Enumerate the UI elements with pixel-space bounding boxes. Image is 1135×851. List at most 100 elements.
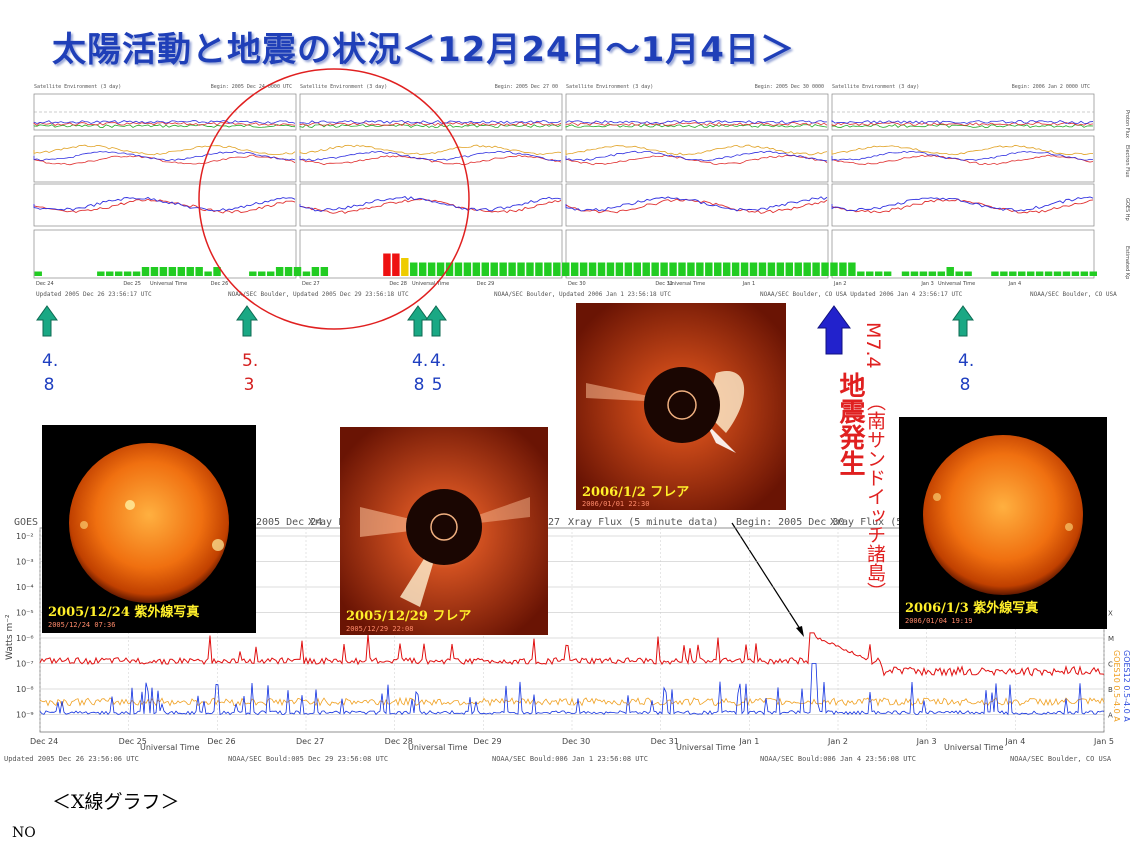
xray-date-tick: Dec 30 bbox=[562, 737, 590, 746]
xray-ytick: 10⁻⁷ bbox=[16, 660, 34, 669]
kp-bar bbox=[857, 271, 865, 276]
kp-bar bbox=[168, 267, 177, 276]
sun-uv-image bbox=[69, 443, 229, 603]
xray-date-tick: Jan 3 bbox=[916, 737, 937, 746]
satellite-panel-title: Satellite Environment (3 day) bbox=[566, 84, 654, 90]
xray-date-tick: Dec 24 bbox=[30, 737, 58, 746]
kp-bar bbox=[1071, 271, 1080, 276]
xray-goes12-short-channel bbox=[39, 663, 1105, 716]
kp-bar bbox=[901, 271, 910, 276]
satellite-plot-frame bbox=[565, 229, 829, 279]
kp-bar bbox=[785, 262, 793, 276]
kp-bar bbox=[1089, 271, 1097, 276]
satellite-date-tick: Jan 2 bbox=[833, 281, 846, 287]
coronagraph-image bbox=[576, 303, 786, 510]
kp-bar bbox=[642, 262, 650, 276]
kp-bar bbox=[141, 267, 150, 276]
kp-bar bbox=[767, 262, 776, 276]
magnitude-label: 4.8 bbox=[404, 349, 434, 397]
kp-bar bbox=[794, 262, 802, 276]
satellite-panel-title: Satellite Environment (3 day) bbox=[832, 84, 920, 90]
xray-class-letter: X bbox=[1108, 610, 1113, 618]
xray-header: Xray Flux (5 minute data) bbox=[568, 517, 719, 528]
kp-bar bbox=[1009, 271, 1017, 276]
xray-footer: Updated 2005 Dec 26 23:56:06 UTC bbox=[4, 755, 139, 763]
kp-bar bbox=[106, 271, 114, 276]
kp-bar bbox=[964, 271, 972, 276]
xray-date-tick: Jan 2 bbox=[827, 737, 848, 746]
proton-flux-axis-label: Proton Flux bbox=[1124, 110, 1130, 138]
kp-bar bbox=[955, 271, 963, 276]
kp-bar bbox=[1062, 271, 1071, 276]
satellite-panel-4: Satellite Environment (3 day) Begin: 2006… bbox=[828, 84, 1094, 298]
proton-flux-line bbox=[565, 124, 828, 128]
electron-flux-line bbox=[565, 150, 828, 162]
goes-hp-axis-label: GOES Hp bbox=[1124, 198, 1130, 221]
xray-class-letter: B bbox=[1108, 686, 1113, 694]
kp-bar bbox=[579, 262, 588, 276]
photo-caption: 2005/12/24 紫外線写真 bbox=[48, 605, 200, 620]
xray-ytick: 10⁻⁶ bbox=[16, 634, 34, 643]
kp-bar bbox=[866, 271, 874, 276]
kp-bar bbox=[570, 262, 579, 276]
kp-bar bbox=[839, 262, 847, 276]
coronagraph-image bbox=[340, 427, 548, 635]
xray-ytick: 10⁻⁵ bbox=[16, 609, 34, 618]
magnitude-label: 4.5 bbox=[422, 349, 452, 397]
proton-flux-line bbox=[565, 120, 828, 124]
kp-bar bbox=[597, 262, 606, 276]
electron-flux-line bbox=[565, 144, 828, 156]
xray-universal-time-label: Universal Time bbox=[944, 743, 1004, 752]
xray-footer: NOAA/SEC Bould:006 Jan 1 23:56:08 UTC bbox=[492, 755, 648, 763]
kp-bar bbox=[928, 271, 937, 276]
kp-bar bbox=[651, 262, 659, 276]
kp-bar bbox=[97, 271, 105, 276]
kp-bar bbox=[177, 267, 185, 276]
satellite-footer: NOAA/SEC Boulder, CO USA Updated 2006 Ja… bbox=[760, 291, 963, 298]
kp-bar bbox=[186, 267, 194, 276]
kp-bar bbox=[874, 271, 883, 276]
kp-bar bbox=[481, 262, 489, 276]
satellite-date-tick: Dec 31 bbox=[655, 281, 673, 287]
universal-time-label: Universal Time bbox=[150, 281, 187, 287]
electron-flux-axis-label: Electron Flux bbox=[1124, 145, 1130, 178]
quake-label: 地震発生 bbox=[835, 372, 865, 476]
kp-bar bbox=[535, 262, 543, 276]
kp-bar bbox=[740, 262, 749, 276]
proton-flux-line bbox=[831, 122, 1094, 126]
satellite-panel-begin: Begin: 2005 Dec 30 0000 bbox=[754, 84, 824, 90]
kp-bar bbox=[633, 262, 641, 276]
xray-date-tick: Dec 27 bbox=[296, 737, 324, 746]
kp-bar bbox=[150, 267, 159, 276]
xray-class-letter: C bbox=[1108, 661, 1113, 669]
kp-bar bbox=[1000, 271, 1008, 276]
xray-date-tick: Dec 28 bbox=[385, 737, 413, 746]
kp-bar bbox=[1026, 271, 1035, 276]
xray-footer: NOAA/SEC Bould:005 Dec 29 23:56:08 UTC bbox=[228, 755, 389, 763]
xray-universal-time-label: Universal Time bbox=[408, 743, 468, 752]
xray-ytick: 10⁻⁸ bbox=[16, 685, 34, 694]
satellite-footer: NOAA/SEC Boulder, CO USA bbox=[1030, 291, 1117, 298]
kp-bar bbox=[499, 262, 507, 276]
xray-ytick: 10⁻⁹ bbox=[16, 711, 34, 720]
kp-bar bbox=[669, 262, 677, 276]
magnitude-value: 4.8 bbox=[42, 351, 59, 395]
goes10-legend: GOES10 0.5-4.0 A bbox=[1112, 650, 1121, 722]
kp-bar bbox=[615, 262, 624, 276]
kp-bar bbox=[159, 267, 168, 276]
kp-bar bbox=[946, 267, 954, 276]
proton-flux-line bbox=[831, 124, 1094, 128]
magnitude-label: 4.8 bbox=[950, 349, 980, 397]
satellite-date-tick: Dec 30 bbox=[568, 281, 586, 287]
xray-goes10-short-channel bbox=[39, 696, 1105, 707]
xray-class-letter: M bbox=[1108, 635, 1114, 643]
xray-universal-time-label: Universal Time bbox=[676, 743, 736, 752]
satellite-plot-frame bbox=[831, 229, 1095, 279]
kp-bar bbox=[937, 271, 945, 276]
photo-caption: 2006/1/2 フレア bbox=[582, 485, 690, 500]
satellite-date-tick: Jan 1 bbox=[742, 281, 755, 287]
kp-bar bbox=[123, 271, 132, 276]
kp-bar bbox=[1018, 271, 1026, 276]
flare-photo-1229: 2005/12/29 フレア 2005/12/29 22:08 bbox=[340, 427, 548, 635]
xray-date-tick: Jan 1 bbox=[738, 737, 759, 746]
